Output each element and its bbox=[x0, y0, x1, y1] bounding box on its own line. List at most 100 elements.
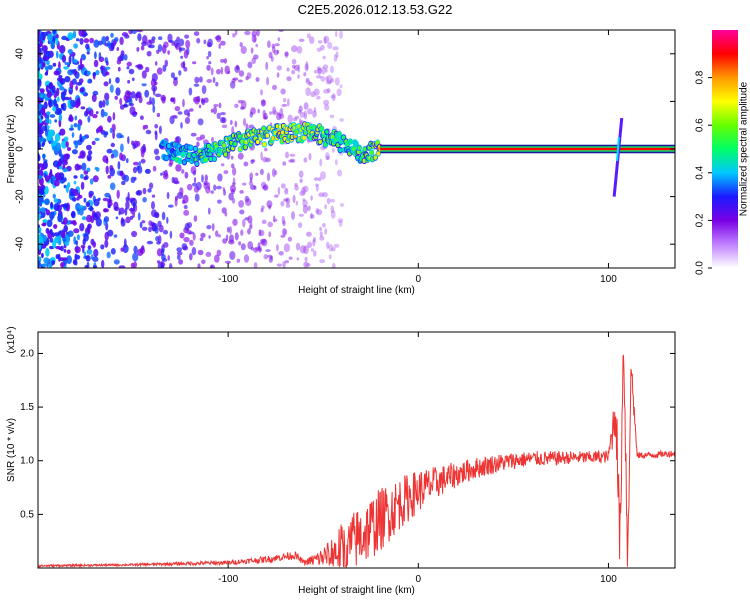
noise-speck bbox=[73, 175, 78, 179]
noise-speck bbox=[67, 147, 71, 151]
noise-speck bbox=[128, 97, 133, 106]
noise-speck bbox=[105, 99, 109, 106]
noise-speck bbox=[93, 198, 100, 207]
noise-speck bbox=[130, 207, 133, 214]
noise-speck bbox=[234, 30, 238, 36]
noise-speck bbox=[128, 68, 135, 75]
noise-speck bbox=[258, 248, 263, 252]
noise-speck bbox=[101, 259, 105, 268]
noise-speck bbox=[222, 187, 225, 192]
ridge-point bbox=[261, 126, 266, 131]
noise-speck bbox=[201, 98, 206, 106]
noise-speck bbox=[298, 38, 305, 42]
noise-speck bbox=[298, 118, 302, 125]
noise-speck bbox=[137, 212, 141, 221]
noise-speck bbox=[183, 66, 188, 72]
noise-speck bbox=[334, 159, 338, 166]
noise-speck bbox=[101, 36, 107, 45]
noise-speck bbox=[80, 173, 84, 179]
noise-speck bbox=[330, 210, 336, 219]
noise-speck bbox=[231, 163, 235, 169]
noise-speck bbox=[79, 208, 84, 216]
noise-speck bbox=[250, 47, 254, 54]
noise-speck bbox=[42, 62, 46, 68]
noise-speck bbox=[48, 262, 52, 268]
noise-speck bbox=[154, 93, 162, 98]
noise-speck bbox=[242, 182, 247, 186]
noise-speck bbox=[323, 99, 330, 106]
noise-speck bbox=[79, 133, 83, 142]
carrier-band-core bbox=[380, 147, 675, 151]
noise-speck bbox=[67, 98, 72, 108]
noise-speck bbox=[324, 204, 327, 210]
noise-speck bbox=[126, 91, 132, 96]
noise-speck bbox=[296, 46, 303, 54]
noise-speck bbox=[216, 249, 222, 257]
noise-speck bbox=[302, 185, 309, 193]
noise-speck bbox=[91, 140, 96, 146]
noise-speck bbox=[255, 77, 260, 82]
noise-speck bbox=[297, 222, 303, 229]
ridge-point bbox=[192, 152, 196, 158]
noise-speck bbox=[38, 110, 42, 116]
noise-speck bbox=[262, 156, 268, 163]
noise-speck bbox=[52, 30, 56, 35]
noise-speck bbox=[271, 43, 275, 49]
noise-speck bbox=[83, 170, 89, 175]
ridge-point bbox=[212, 156, 217, 161]
noise-speck bbox=[131, 77, 135, 82]
noise-speck bbox=[276, 111, 281, 116]
noise-speck bbox=[186, 229, 192, 235]
noise-speck bbox=[219, 112, 226, 116]
noise-speck bbox=[41, 223, 47, 227]
noise-speck bbox=[189, 239, 194, 246]
ridge-point bbox=[164, 155, 169, 161]
ridge-point bbox=[363, 147, 367, 152]
noise-speck bbox=[330, 65, 334, 74]
ridge-point bbox=[294, 129, 299, 134]
noise-speck bbox=[115, 77, 120, 84]
noise-speck bbox=[337, 169, 343, 177]
noise-speck bbox=[212, 76, 216, 84]
noise-speck bbox=[70, 99, 76, 107]
noise-speck bbox=[197, 118, 204, 126]
noise-speck bbox=[74, 253, 78, 262]
ridge-point bbox=[223, 152, 228, 157]
y-tick-label: 0 bbox=[15, 146, 26, 152]
noise-speck bbox=[232, 218, 238, 226]
noise-speck bbox=[45, 227, 50, 234]
noise-speck bbox=[239, 190, 244, 194]
noise-speck bbox=[73, 43, 78, 49]
noise-speck bbox=[310, 214, 315, 219]
noise-speck bbox=[228, 239, 235, 245]
noise-speck bbox=[39, 103, 42, 110]
ridge-point bbox=[373, 155, 378, 160]
noise-speck bbox=[54, 119, 58, 123]
colorbar-scale bbox=[712, 30, 738, 268]
noise-speck bbox=[38, 67, 41, 72]
noise-speck bbox=[61, 257, 68, 261]
noise-speck bbox=[38, 175, 43, 180]
noise-speck bbox=[203, 180, 209, 186]
noise-speck bbox=[62, 167, 68, 173]
noise-speck bbox=[273, 218, 278, 222]
noise-speck bbox=[268, 51, 273, 59]
noise-speck bbox=[141, 83, 147, 87]
noise-speck bbox=[41, 107, 46, 116]
noise-speck bbox=[121, 180, 126, 186]
noise-speck bbox=[234, 232, 239, 241]
noise-speck bbox=[87, 223, 92, 230]
noise-speck bbox=[105, 71, 110, 76]
noise-speck bbox=[327, 41, 333, 50]
noise-speck bbox=[167, 204, 174, 208]
noise-speck bbox=[100, 108, 105, 118]
noise-speck bbox=[58, 172, 65, 181]
noise-speck bbox=[280, 88, 286, 95]
noise-speck bbox=[79, 37, 84, 45]
noise-speck bbox=[175, 136, 181, 144]
noise-speck bbox=[79, 58, 83, 66]
noise-speck bbox=[198, 104, 202, 109]
noise-speck bbox=[103, 216, 110, 223]
noise-speck bbox=[303, 102, 309, 110]
noise-speck bbox=[145, 66, 150, 73]
